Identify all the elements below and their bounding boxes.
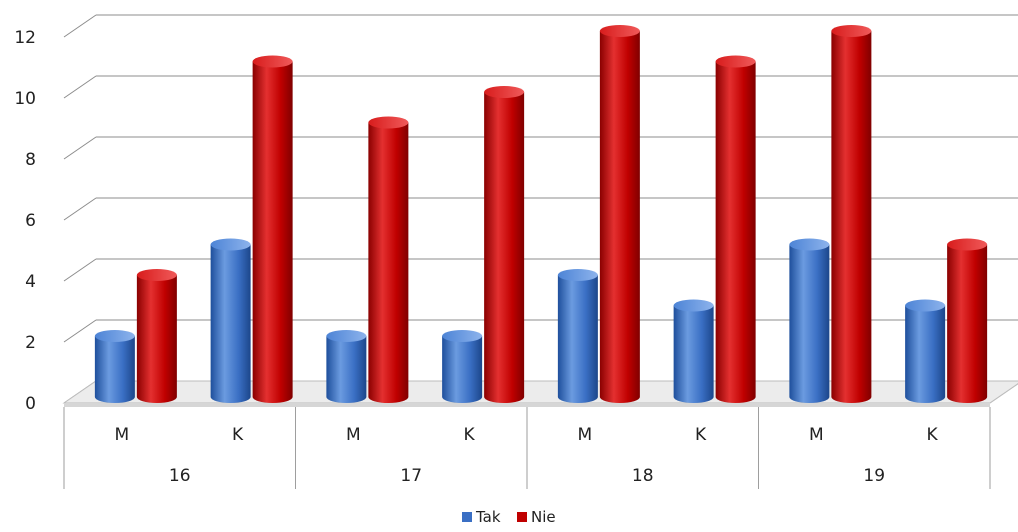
legend-swatch xyxy=(462,512,472,522)
bar-tak xyxy=(210,238,251,404)
legend-label: Tak xyxy=(475,508,501,526)
gridline xyxy=(63,136,1018,160)
legend-swatch xyxy=(517,512,527,522)
bar-nie xyxy=(715,55,756,404)
y-tick-label: 8 xyxy=(25,150,36,170)
bar-nie xyxy=(136,269,177,404)
gridline xyxy=(63,14,1018,38)
x-axis: M K M K M K M K 16 17 18 19 xyxy=(63,407,991,489)
y-tick-label: 0 xyxy=(25,394,36,414)
y-tick-label: 4 xyxy=(25,272,36,292)
x-group-label: 17 xyxy=(400,466,422,486)
floor-edge xyxy=(64,403,990,407)
bar-nie xyxy=(368,116,409,404)
gridline xyxy=(63,75,1018,99)
x-tick-label: M xyxy=(809,425,824,445)
x-tick-label: K xyxy=(695,425,707,445)
y-tick-label: 10 xyxy=(14,89,36,109)
legend-label: Nie xyxy=(531,508,556,526)
bar-tak xyxy=(673,299,714,404)
bar-tak xyxy=(326,330,367,404)
legend: Tak Nie xyxy=(462,508,556,526)
gridlines xyxy=(63,14,1018,404)
y-tick-label: 12 xyxy=(14,28,36,48)
x-group-label: 16 xyxy=(169,466,191,486)
chart-floor xyxy=(62,380,1018,407)
x-tick-label: M xyxy=(115,425,130,445)
gridline xyxy=(63,258,1018,282)
x-group-label: 19 xyxy=(863,466,885,486)
y-axis: 0 2 4 6 8 10 12 xyxy=(14,28,36,414)
y-tick-label: 6 xyxy=(25,211,36,231)
gridline xyxy=(63,319,1018,343)
gridline xyxy=(63,197,1018,221)
y-tick-label: 2 xyxy=(25,333,36,353)
bar-tak xyxy=(442,330,483,404)
x-group-label: 18 xyxy=(632,466,654,486)
bar-nie xyxy=(484,86,525,404)
legend-item-nie: Nie xyxy=(517,508,556,526)
bar-tak xyxy=(94,330,135,404)
bar-tak xyxy=(789,238,830,404)
x-tick-label: M xyxy=(346,425,361,445)
bar-nie xyxy=(599,25,640,404)
bar-tak xyxy=(905,299,946,404)
bar-tak xyxy=(557,269,598,404)
x-tick-label: M xyxy=(578,425,593,445)
bar-nie xyxy=(252,55,293,404)
x-tick-label: K xyxy=(464,425,476,445)
legend-item-tak: Tak xyxy=(462,508,501,526)
bar-nie xyxy=(947,238,988,404)
x-tick-label: K xyxy=(927,425,939,445)
floor-top xyxy=(62,380,1018,404)
x-tick-label: K xyxy=(232,425,244,445)
bar-nie xyxy=(831,25,872,404)
bars xyxy=(94,25,988,404)
